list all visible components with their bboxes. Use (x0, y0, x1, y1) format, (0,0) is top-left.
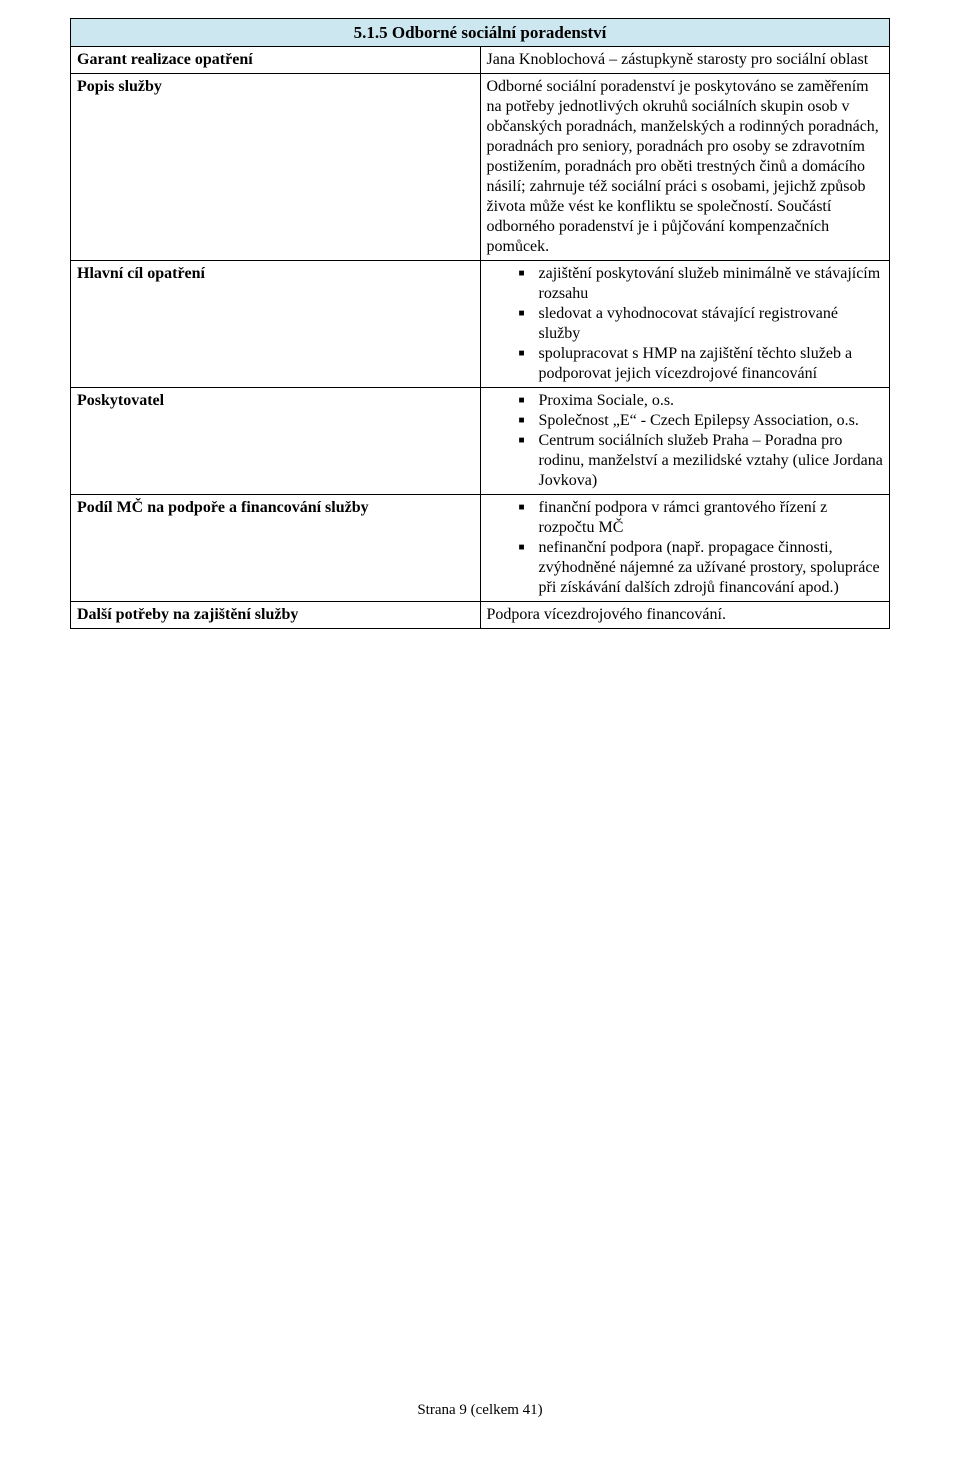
row-popis-value: Odborné sociální poradenství je poskytov… (480, 74, 890, 261)
row-cil-label: Hlavní cíl opatření (71, 261, 481, 388)
row-podil-label: Podíl MČ na podpoře a financování služby (71, 495, 481, 602)
row-garant-label: Garant realizace opatření (71, 47, 481, 74)
podil-list: finanční podpora v rámci grantového říze… (487, 498, 884, 598)
row-poskytovatel-label: Poskytovatel (71, 388, 481, 495)
list-item: spolupracovat s HMP na zajištění těchto … (487, 344, 884, 384)
row-dalsi-value: Podpora vícezdrojového financování. (480, 602, 890, 629)
list-item: zajištění poskytování služeb minimálně v… (487, 264, 884, 304)
list-item: Proxima Sociale, o.s. (487, 391, 884, 411)
measure-table: 5.1.5 Odborné sociální poradenství Garan… (70, 18, 890, 629)
section-title: 5.1.5 Odborné sociální poradenství (71, 19, 890, 47)
cil-list: zajištění poskytování služeb minimálně v… (487, 264, 884, 384)
row-poskytovatel-value: Proxima Sociale, o.s. Společnost „E“ - C… (480, 388, 890, 495)
row-popis-label: Popis služby (71, 74, 481, 261)
row-garant-value: Jana Knoblochová – zástupkyně starosty p… (480, 47, 890, 74)
list-item: Centrum sociálních služeb Praha – Poradn… (487, 431, 884, 491)
row-podil-value: finanční podpora v rámci grantového říze… (480, 495, 890, 602)
list-item: Společnost „E“ - Czech Epilepsy Associat… (487, 411, 884, 431)
list-item: nefinanční podpora (např. propagace činn… (487, 538, 884, 598)
page-footer: Strana 9 (celkem 41) (0, 1402, 960, 1419)
poskytovatel-list: Proxima Sociale, o.s. Společnost „E“ - C… (487, 391, 884, 491)
row-cil-value: zajištění poskytování služeb minimálně v… (480, 261, 890, 388)
list-item: sledovat a vyhodnocovat stávající regist… (487, 304, 884, 344)
list-item: finanční podpora v rámci grantového říze… (487, 498, 884, 538)
row-dalsi-label: Další potřeby na zajištění služby (71, 602, 481, 629)
